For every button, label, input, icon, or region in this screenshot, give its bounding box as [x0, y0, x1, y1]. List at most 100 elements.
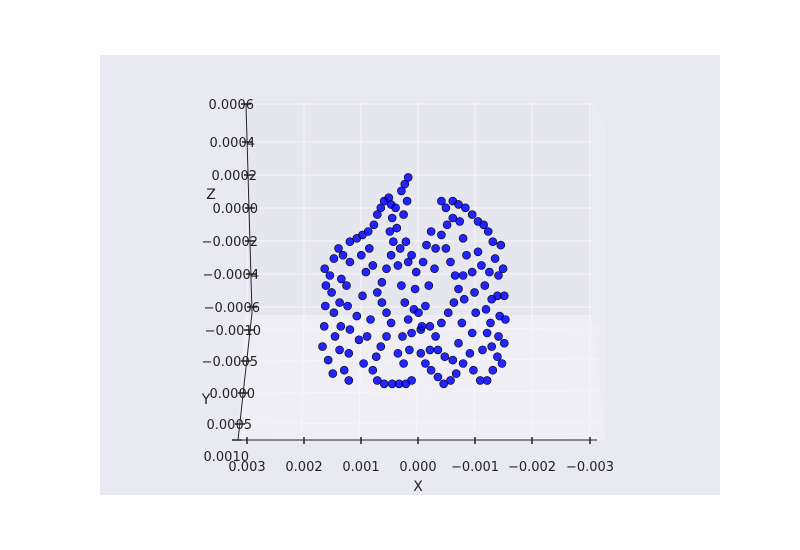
axes-panes: [238, 102, 605, 440]
data-point: [393, 261, 403, 270]
data-point: [467, 210, 477, 219]
data-point: [388, 237, 398, 246]
data-point: [319, 321, 329, 331]
data-point: [424, 281, 434, 290]
data-point: [407, 376, 416, 385]
data-point: [470, 288, 479, 297]
y-tick-label: 0.0005: [207, 418, 253, 433]
data-point: [334, 244, 343, 253]
data-point: [387, 213, 397, 223]
data-point: [376, 203, 386, 213]
data-point: [335, 298, 344, 307]
data-point: [501, 315, 510, 324]
data-point: [330, 332, 340, 341]
data-point: [382, 332, 391, 341]
data-point: [446, 257, 455, 267]
z-axis: 0.0006 0.0004 0.0002 0.0000 −0.0002 −0.0004 −0…: [202, 98, 260, 316]
y-axis: −0.0010 −0.0005 0.0000 0.0005 0.0010 Y: [201, 312, 261, 465]
data-point: [421, 301, 430, 311]
data-point: [400, 298, 410, 307]
right-pane: [592, 102, 605, 440]
y-tick-label: 0.0010: [204, 450, 250, 465]
data-point: [425, 321, 435, 331]
data-point: [399, 359, 408, 368]
data-point: [488, 237, 498, 246]
data-point: [405, 345, 414, 355]
data-point: [483, 227, 493, 236]
data-point: [368, 365, 378, 375]
x-tick-label: −0.001: [451, 460, 499, 475]
data-point: [414, 308, 423, 318]
data-point: [490, 254, 500, 263]
data-point: [392, 223, 402, 233]
data-point: [465, 348, 475, 358]
data-point: [475, 376, 485, 385]
z-tick-label: −0.0002: [202, 235, 258, 250]
x-tick-label: 0.001: [342, 460, 379, 475]
z-axis-label: Z: [206, 187, 216, 203]
y-axis-line: [237, 312, 253, 441]
data-point: [454, 284, 463, 294]
data-point: [411, 267, 421, 277]
data-point: [401, 237, 411, 246]
data-point: [458, 234, 468, 243]
x-axis-label: X: [413, 479, 423, 495]
data-point: [391, 203, 400, 213]
data-point: [369, 220, 379, 230]
data-point: [450, 271, 460, 280]
data-point: [471, 308, 481, 318]
data-point: [451, 369, 461, 378]
data-point: [395, 244, 405, 253]
data-point: [364, 244, 374, 253]
data-point: [459, 294, 469, 304]
data-point: [486, 318, 495, 328]
data-point: [345, 257, 355, 267]
data-point: [480, 281, 490, 290]
data-point: [437, 318, 446, 328]
data-point: [422, 240, 431, 250]
data-point: [398, 332, 407, 341]
data-point: [403, 315, 413, 324]
floor-pane: [238, 315, 605, 440]
y-tick-label: −0.0010: [205, 324, 261, 339]
data-point: [426, 365, 436, 375]
data-point: [454, 200, 463, 209]
data-point: [494, 271, 503, 280]
data-point: [336, 321, 346, 331]
z-tick-label: −0.0004: [203, 268, 259, 283]
data-point: [386, 250, 396, 260]
data-point: [455, 217, 465, 226]
data-point: [361, 267, 371, 277]
data-point: [442, 220, 452, 230]
data-point: [479, 220, 489, 230]
x-ticks: 0.003 0.002 0.001 0.000 −0.001 −0.002 −0.003: [228, 437, 614, 475]
data-point: [329, 254, 339, 263]
y-gridline: [242, 390, 601, 394]
data-point: [399, 210, 408, 219]
data-point: [339, 365, 349, 375]
data-point: [430, 264, 439, 274]
data-point: [431, 332, 440, 341]
data-point: [325, 271, 335, 280]
data-point: [382, 264, 391, 274]
data-point: [485, 267, 494, 277]
data-point: [379, 379, 389, 389]
z-tick-label: 0.0006: [209, 98, 255, 113]
data-point: [457, 318, 467, 328]
data-point: [448, 213, 458, 223]
x-floor-gridline: [416, 314, 419, 441]
data-point: [342, 281, 351, 290]
data-point: [321, 281, 331, 290]
data-point: [386, 318, 396, 328]
data-point: [318, 342, 327, 351]
data-point: [344, 348, 354, 358]
data-point: [356, 250, 366, 260]
x-axis: 0.003 0.002 0.001 0.000 −0.001 −0.002 −0.003 X: [228, 437, 614, 495]
data-point: [426, 227, 436, 236]
data-point: [437, 230, 446, 240]
data-point: [421, 359, 430, 368]
data-point: [493, 352, 502, 362]
data-point: [441, 244, 451, 253]
z-tick-label: 0.0004: [210, 136, 256, 151]
data-point: [478, 345, 487, 355]
